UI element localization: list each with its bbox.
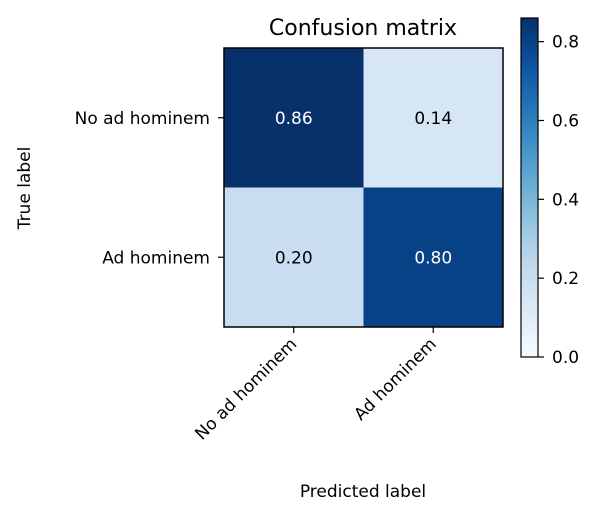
y-tick-label: Ad hominem bbox=[102, 248, 210, 268]
x-tick-label: Ad hominem bbox=[350, 334, 440, 424]
colorbar-tick-label: 0.8 bbox=[552, 33, 579, 53]
heatmap-cell-r1-c1 bbox=[363, 187, 503, 327]
x-tick-label: No ad hominem bbox=[191, 334, 301, 444]
heatmap-cell-values: 0.86 0.14 0.20 0.80 bbox=[275, 109, 452, 269]
colorbar-ticks: 0.0 0.2 0.4 0.6 0.8 bbox=[538, 33, 579, 368]
colorbar bbox=[520, 17, 539, 358]
cell-value-r0-c0: 0.86 bbox=[275, 109, 313, 129]
x-axis-label: Predicted label bbox=[300, 482, 426, 502]
y-axis-label: True label bbox=[15, 147, 35, 231]
colorbar-tick-label: 0.2 bbox=[552, 269, 579, 289]
cell-value-r0-c1: 0.14 bbox=[414, 109, 452, 129]
heatmap-cell-r1-c0 bbox=[224, 187, 364, 327]
heatmap-cells bbox=[224, 48, 503, 327]
y-axis-ticks: No ad hominem Ad hominem bbox=[75, 109, 224, 268]
cell-value-r1-c1: 0.80 bbox=[414, 248, 452, 268]
colorbar-tick-label: 0.0 bbox=[552, 348, 579, 368]
plot-frame bbox=[223, 47, 504, 328]
heatmap-cell-r0-c1 bbox=[363, 48, 503, 188]
colorbar-tick-label: 0.6 bbox=[552, 111, 579, 131]
y-tick-label: No ad hominem bbox=[75, 109, 210, 129]
cell-value-r1-c0: 0.20 bbox=[275, 248, 313, 268]
chart-title: Confusion matrix bbox=[269, 16, 457, 41]
colorbar-tick-label: 0.4 bbox=[552, 190, 579, 210]
heatmap-cell-r0-c0 bbox=[224, 48, 364, 188]
x-axis-ticks: No ad hominem Ad hominem bbox=[191, 327, 441, 444]
